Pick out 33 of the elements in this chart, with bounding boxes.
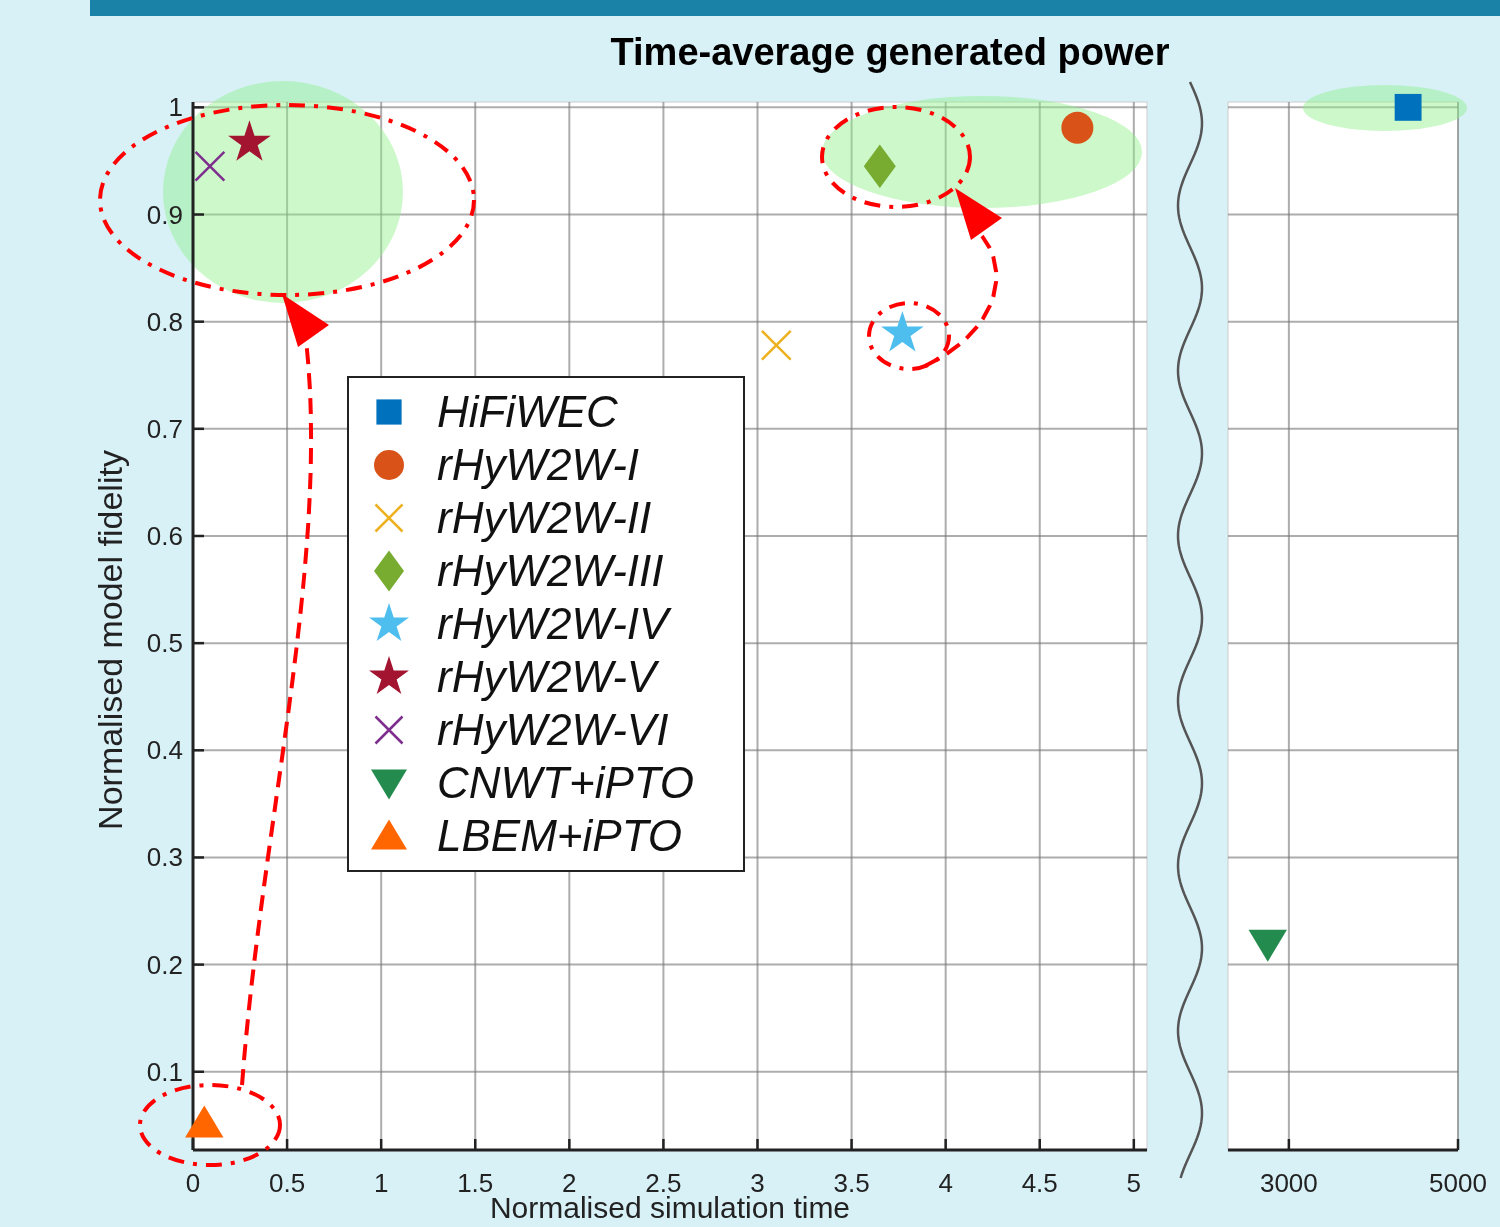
point [228, 120, 271, 161]
legend-label: rHyW2W-II [437, 493, 652, 542]
legend-label: CNWT+iPTO [437, 758, 695, 807]
x-tick-label: 5000 [1429, 1168, 1487, 1198]
y-tick-label: 0.5 [146, 628, 183, 659]
legend-label: rHyW2W-V [437, 652, 660, 701]
x-tick-label: 0.5 [269, 1168, 306, 1198]
legend-label: rHyW2W-III [437, 546, 664, 595]
y-tick-label: 0.7 [146, 413, 183, 444]
y-tick-label: 0.9 [146, 199, 183, 230]
y-tick-label: 0.1 [146, 1056, 183, 1087]
x-tick-label: 4 [938, 1168, 953, 1198]
x-tick-label: 1 [373, 1168, 389, 1198]
x-tick-label: 3000 [1259, 1168, 1318, 1198]
x-tick-label: 0 [185, 1168, 201, 1198]
point [1061, 111, 1094, 144]
y-tick-label: 0.8 [146, 306, 183, 337]
legend-label: HiFiWEC [437, 387, 620, 436]
x-tick-label: 5 [1126, 1168, 1142, 1198]
y-tick-label: 0.2 [146, 949, 183, 980]
y-tick-label: 1 [168, 92, 183, 123]
legend-label: rHyW2W-IV [437, 599, 673, 648]
x-tick-label: 4.5 [1021, 1168, 1058, 1198]
y-tick-label: 0.3 [146, 842, 183, 873]
point [760, 329, 792, 361]
chart-title: Time-average generated power [610, 31, 1170, 73]
point [194, 150, 226, 182]
legend-label: rHyW2W-VI [437, 705, 669, 754]
y-tick-label: 0.4 [146, 735, 183, 766]
legend-label: rHyW2W-I [437, 440, 640, 489]
y-axis-title: Normalised model fidelity [91, 450, 129, 830]
legend-label: LBEM+iPTO [437, 811, 682, 860]
y-tick-label: 0.6 [146, 520, 183, 551]
